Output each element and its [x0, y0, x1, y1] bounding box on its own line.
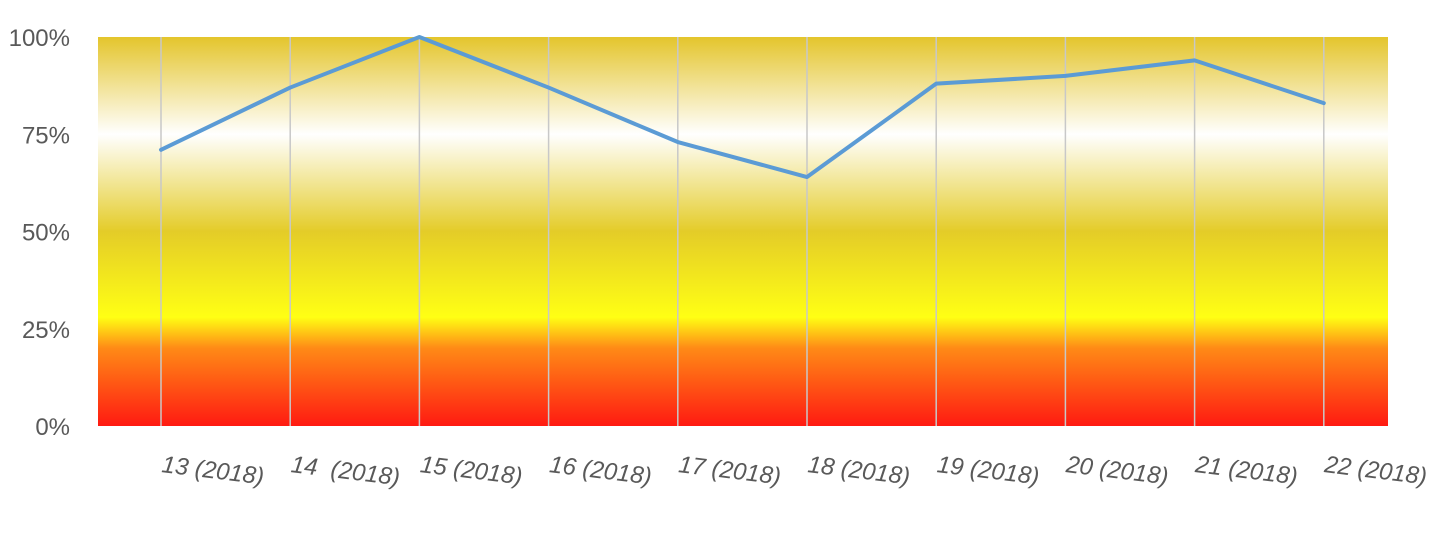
data-point: [288, 86, 292, 90]
data-point: [1322, 101, 1326, 105]
data-point: [1063, 74, 1067, 78]
data-point: [1193, 58, 1197, 62]
x-axis: 13 (2018) 14 (2018) 15 (2018) 16 (2018) 17 (…: [160, 451, 1428, 491]
y-axis: 0% 25% 50% 75% 100%: [9, 25, 70, 441]
series-line-0: [159, 35, 1326, 180]
x-tick-label: 18 (2018): [806, 451, 911, 490]
data-point: [547, 86, 551, 90]
series-lines: [159, 35, 1326, 180]
y-tick-label: 0%: [35, 414, 70, 441]
y-tick-label: 100%: [9, 25, 70, 52]
x-tick-label: 20 (2018): [1064, 451, 1170, 490]
x-tick-label: 14 (2018): [289, 451, 401, 491]
x-tick-label: 15 (2018): [419, 451, 524, 490]
data-point: [159, 148, 163, 152]
data-point: [417, 35, 421, 39]
y-tick-label: 50%: [22, 220, 70, 247]
x-tick-label: 13 (2018): [160, 451, 265, 490]
plot-area-background: [98, 37, 1388, 426]
x-tick-label: 16 (2018): [548, 451, 653, 490]
x-tick-label: 22 (2018): [1322, 451, 1428, 490]
x-tick-label: 19 (2018): [935, 451, 1040, 490]
data-point: [934, 82, 938, 86]
data-point: [805, 175, 809, 179]
gridlines: [160, 37, 1325, 426]
y-tick-label: 75%: [22, 122, 70, 149]
x-tick-label: 21 (2018): [1193, 451, 1299, 490]
x-tick-label: 17 (2018): [677, 451, 782, 490]
data-point: [676, 140, 680, 144]
y-tick-label: 25%: [22, 317, 70, 344]
